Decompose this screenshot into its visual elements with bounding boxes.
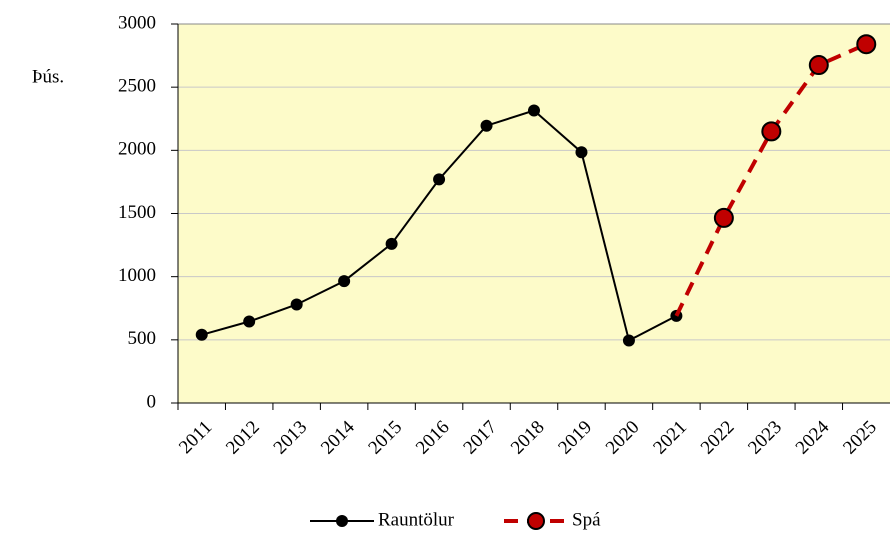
point <box>528 104 540 117</box>
point <box>761 121 782 142</box>
y-tick-label: 3000 <box>118 12 156 33</box>
x-tick-label: 2018 <box>507 417 549 459</box>
legend-label: Rauntölur <box>378 509 455 530</box>
legend-marker <box>336 515 348 527</box>
y-axis-label: Þús. <box>32 66 64 87</box>
x-tick-label: 2011 <box>175 417 216 458</box>
point <box>385 237 398 250</box>
point <box>808 55 829 76</box>
point <box>856 34 877 55</box>
x-tick-label: 2021 <box>649 417 691 459</box>
point <box>480 119 493 132</box>
x-tick-label: 2016 <box>412 417 454 459</box>
x-tick-label: 2014 <box>317 416 359 458</box>
y-tick-label: 2500 <box>118 76 156 97</box>
x-tick-label: 2025 <box>839 417 881 459</box>
point <box>622 334 635 347</box>
y-tick-label: 2000 <box>118 139 156 160</box>
point <box>290 298 303 311</box>
x-tick-label: 2024 <box>792 416 834 458</box>
x-tick-label: 2019 <box>554 417 596 459</box>
legend-marker <box>527 512 545 530</box>
point <box>338 275 351 288</box>
y-tick-label: 1000 <box>118 265 156 286</box>
legend-label: Spá <box>572 509 601 530</box>
y-tick-label: 1500 <box>118 202 156 223</box>
x-tick-label: 2012 <box>222 417 264 459</box>
point <box>575 146 588 159</box>
point <box>713 207 734 228</box>
x-tick-label: 2013 <box>270 417 312 459</box>
point <box>433 173 446 186</box>
x-tick-label: 2023 <box>744 417 786 459</box>
x-tick-label: 2015 <box>364 417 406 459</box>
y-tick-label: 500 <box>128 328 157 349</box>
x-tick-label: 2017 <box>459 417 501 459</box>
y-tick-label: 0 <box>147 391 157 412</box>
point <box>195 328 208 341</box>
x-tick-label: 2022 <box>697 417 739 459</box>
x-tick-label: 2020 <box>602 417 644 459</box>
point <box>243 315 256 328</box>
